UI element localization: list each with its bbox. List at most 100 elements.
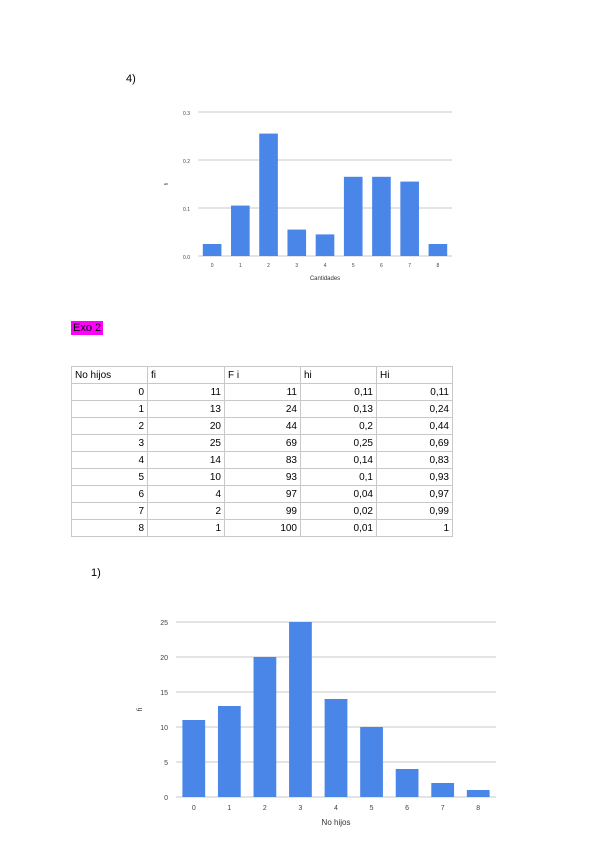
bar [231,205,250,256]
table-cell: 8 [71,519,148,537]
y-tick-label: 20 [160,655,168,662]
header-Fi: F i [224,366,301,384]
section-1-label: 1) [91,567,101,579]
bar [400,181,419,256]
table-row: 1 13 24 0,13 0,24 [71,400,453,418]
header-no-hijos: No hijos [71,366,148,384]
bar [395,769,419,797]
y-tick-label: 10 [160,725,168,732]
table-cell: 13 [147,400,225,418]
bar [324,699,348,797]
exo-2-heading: Exo 2 [71,321,104,335]
x-tick-label: 2 [267,263,270,269]
table-cell: 0,13 [300,400,377,418]
x-tick-label: 7 [408,263,411,269]
x-tick-label: 5 [352,263,355,269]
table-cell: 25 [147,434,225,452]
table-cell: 0,11 [300,383,377,401]
table-row: 2 20 44 0,2 0,44 [71,417,453,435]
table-row: 0 11 11 0,11 0,11 [71,383,453,401]
table-cell: 20 [147,417,225,435]
y-tick-label: 0.3 [183,111,190,117]
table-cell: 0,1 [300,468,377,486]
table-cell: 1 [376,519,453,537]
bar [343,176,363,256]
table-cell: 0,25 [300,434,377,452]
table-cell: 0,04 [300,485,377,503]
table-cell: 2 [71,417,148,435]
chart-no-hijos: 0 5 10 15 20 25 0 1 2 3 4 5 6 7 8 No hijos fi [137,620,496,827]
table-cell: 11 [147,383,225,401]
x-tick-label: 0 [192,805,196,812]
x-tick-label: 8 [476,805,480,812]
table-cell: 0,69 [376,434,453,452]
table-cell: 2 [147,502,225,520]
y-tick-label: 0.0 [183,255,190,261]
table-cell: 0,93 [376,468,453,486]
x-tick-label: 3 [295,263,298,269]
table-cell: 24 [224,400,301,418]
table-cell: 1 [147,519,225,537]
bar [287,229,307,256]
table-cell: 0,2 [300,417,377,435]
table-cell: 1 [71,400,148,418]
y-tick-label: 15 [160,690,168,697]
table-row: 7 2 99 0,02 0,99 [71,502,453,520]
table-cell: 0,01 [300,519,377,537]
x-tick-label: 2 [263,805,267,812]
frequency-table: No hijos fi F i hi Hi 0 11 11 0,11 0,11 1 13 24… [71,366,453,537]
x-tick-label: 4 [334,805,338,812]
header-fi: fi [147,366,225,384]
chart-cantidades: 0.0 0.1 0.2 0.3 0 1 2 3 4 5 6 7 8 Cantidades fi [164,111,452,282]
bar [202,244,222,256]
table-row: 3 25 69 0,25 0,69 [71,434,453,452]
table-cell: 0,44 [376,417,453,435]
y-tick-label: 25 [160,620,168,627]
table-cell: 97 [224,485,301,503]
y-tick-label: 0 [164,795,168,802]
table-cell: 100 [224,519,301,537]
header-hi: hi [300,366,377,384]
x-tick-label: 6 [405,805,409,812]
table-cell: 4 [147,485,225,503]
bar [182,720,206,797]
bar [315,234,335,256]
table-cell: 10 [147,468,225,486]
table-cell: 0,24 [376,400,453,418]
x-tick-label: 0 [211,263,214,269]
header-Hi: Hi [376,366,453,384]
table-cell: 11 [224,383,301,401]
table-cell: 83 [224,451,301,469]
table-cell: 14 [147,451,225,469]
table-row: 6 4 97 0,04 0,97 [71,485,453,503]
table-cell: 69 [224,434,301,452]
table-cell: 3 [71,434,148,452]
bar [428,244,448,256]
x-tick-label: 8 [436,263,439,269]
table-cell: 7 [71,502,148,520]
bar [431,783,455,797]
table-cell: 0,83 [376,451,453,469]
table-row: 4 14 83 0,14 0,83 [71,451,453,469]
table-cell: 0,99 [376,502,453,520]
y-axis-label: fi [137,707,144,711]
bar [253,657,277,797]
x-tick-label: 6 [380,263,383,269]
table-cell: 5 [71,468,148,486]
table-row: 8 1 100 0,01 1 [71,519,453,537]
table-cell: 0,11 [376,383,453,401]
table-header-row: No hijos fi F i hi Hi [71,366,453,384]
y-tick-label: 0.2 [183,159,190,165]
table-cell: 0,14 [300,451,377,469]
bar [217,706,241,797]
x-tick-label: 7 [441,805,445,812]
bar [360,727,383,797]
table-cell: 0,97 [376,485,453,503]
x-axis-label: No hijos [322,818,351,827]
y-tick-label: 0.1 [183,207,190,213]
table-cell: 6 [71,485,148,503]
x-tick-label: 5 [370,805,374,812]
table-cell: 4 [71,451,148,469]
table-cell: 0,02 [300,502,377,520]
bar [372,176,391,256]
